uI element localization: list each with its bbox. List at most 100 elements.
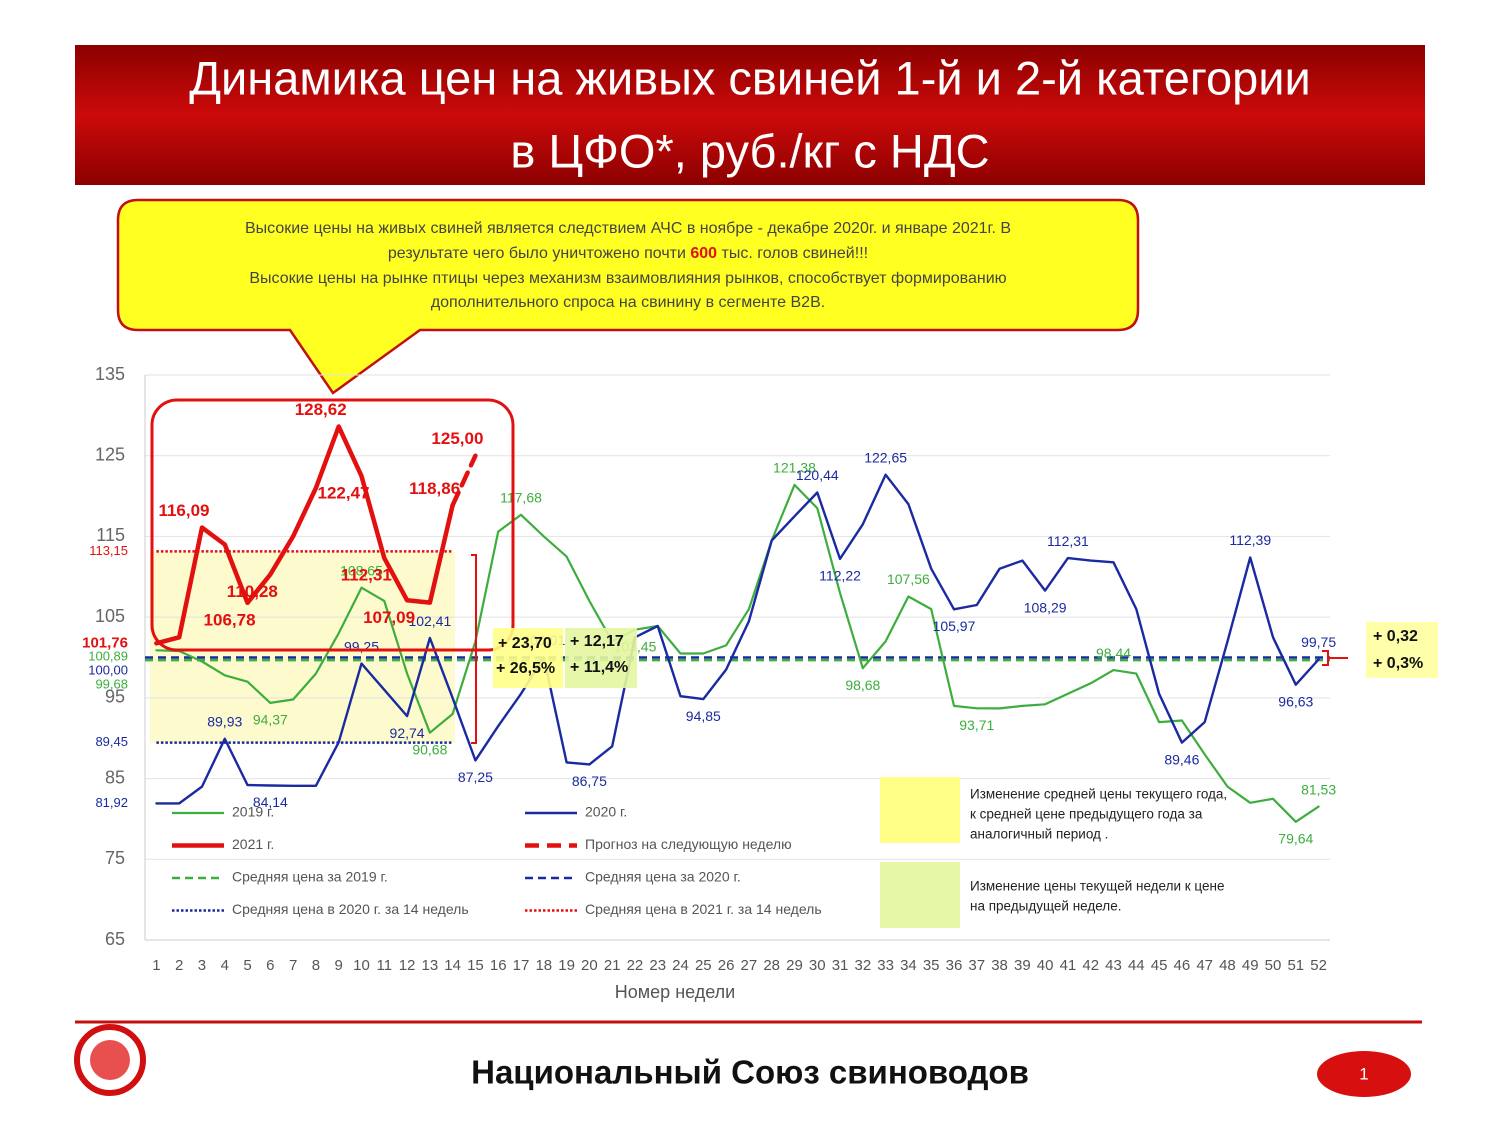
x-axis-label: Номер недели — [615, 982, 735, 1002]
x-tick-label: 46 — [1174, 957, 1191, 974]
highlight-frame — [150, 398, 515, 652]
x-tick-label: 28 — [763, 957, 780, 974]
data-label: 116,09 — [158, 501, 209, 520]
x-tick-label: 30 — [809, 957, 826, 974]
title: Динамика цен на живых свиней 1-й и 2-й к… — [189, 51, 1311, 104]
data-label: 117,68 — [500, 490, 542, 506]
callout — [116, 198, 1140, 395]
legend-label: 2021 г. — [232, 836, 274, 852]
x-tick-label: 45 — [1151, 957, 1168, 974]
x-tick-label: 12 — [399, 957, 416, 974]
callout-text: результате чего было уничтожено почти 60… — [388, 245, 868, 262]
annotation: + 0,32 — [1373, 628, 1418, 645]
x-tick-label: 21 — [604, 957, 621, 974]
data-label: 94,37 — [253, 712, 288, 728]
axis-value-label: 101,76 — [82, 634, 128, 651]
legend-label: Средняя цена в 2020 г. за 14 недель — [232, 901, 469, 917]
x-tick-label: 18 — [535, 957, 552, 974]
data-label: 112,22 — [819, 568, 861, 584]
axis-value-label: 81,92 — [95, 795, 128, 810]
data-label: 99,75 — [1301, 634, 1336, 650]
data-label: 108,29 — [1024, 599, 1067, 615]
x-tick-label: 27 — [741, 957, 758, 974]
y-tick-label: 125 — [95, 444, 125, 464]
x-tick-label: 10 — [353, 957, 370, 974]
x-tick-label: 17 — [513, 957, 530, 974]
data-label: 125,00 — [431, 429, 483, 448]
legend-label: Средняя цена за 2020 г. — [585, 869, 741, 885]
data-label: 94,85 — [686, 708, 721, 724]
data-label: 120,44 — [796, 467, 839, 483]
x-tick-label: 7 — [289, 957, 297, 974]
axis-value-label: 100,00 — [88, 663, 128, 678]
annotation: + 26,5% — [496, 660, 555, 677]
x-tick-label: 23 — [649, 957, 666, 974]
x-tick-label: 26 — [718, 957, 735, 974]
data-label: 122,47 — [317, 484, 369, 503]
axis-value-label: 113,15 — [89, 543, 128, 558]
x-tick-label: 32 — [854, 957, 871, 974]
x-tick-label: 15 — [467, 957, 484, 974]
x-tick-label: 48 — [1219, 957, 1236, 974]
legend-label: Средняя цена в 2021 г. за 14 недель — [585, 901, 822, 917]
line — [155, 483, 1320, 823]
callout-text: Высокие цены на рынке птицы через механи… — [249, 270, 1006, 287]
annotation-box — [1366, 622, 1438, 678]
y-tick-label: 85 — [105, 767, 125, 787]
data-label: 84,14 — [253, 794, 288, 810]
x-tick-label: 20 — [581, 957, 598, 974]
note-swatch — [880, 862, 960, 928]
page-number: 1 — [1359, 1064, 1368, 1083]
annotation-box — [565, 628, 637, 688]
page-badge — [1317, 1051, 1411, 1097]
data-label: 121,38 — [773, 460, 816, 476]
data-label: 96,63 — [1278, 693, 1313, 709]
data-label: 110,28 — [227, 582, 278, 601]
data-label: 107,09 — [363, 608, 415, 627]
data-label: 102,41 — [408, 613, 451, 629]
note: Изменение цены текущей недели к цене — [970, 879, 1224, 894]
data-label: 108,65 — [340, 562, 383, 578]
callout-text: Высокие цены на живых свиней является сл… — [245, 220, 1011, 237]
y-tick-label: 75 — [105, 848, 125, 868]
x-tick-label: 19 — [558, 957, 575, 974]
note-swatch — [880, 777, 960, 843]
x-tick-label: 44 — [1128, 957, 1145, 974]
callout-text: тыс. голов свиней!!! — [717, 245, 868, 262]
annotation: + 12,17 — [570, 633, 624, 650]
bracket — [471, 554, 477, 744]
y-tick-label: 95 — [105, 687, 125, 707]
data-label: 93,71 — [959, 717, 994, 733]
x-tick-label: 8 — [312, 957, 320, 974]
y-tick-label: 135 — [95, 364, 125, 384]
data-label: 92,74 — [390, 725, 425, 741]
data-label: 112,31 — [341, 566, 392, 585]
x-tick-label: 52 — [1310, 957, 1327, 974]
legend-label: 2020 г. — [585, 804, 627, 820]
x-tick-label: 47 — [1196, 957, 1213, 974]
x-tick-label: 34 — [900, 957, 917, 974]
data-label: 99,25 — [344, 638, 379, 654]
x-tick-label: 5 — [243, 957, 251, 974]
callout-text: результате чего было уничтожено почти — [388, 245, 690, 262]
x-tick-label: 40 — [1037, 957, 1054, 974]
x-tick-label: 13 — [422, 957, 439, 974]
line — [155, 473, 1320, 805]
data-label: 81,53 — [1301, 781, 1336, 797]
x-tick-label: 38 — [991, 957, 1008, 974]
line — [154, 424, 455, 646]
x-tick-label: 51 — [1287, 957, 1304, 974]
x-tick-label: 3 — [198, 957, 206, 974]
x-tick-label: 43 — [1105, 957, 1122, 974]
axis-value-label: 89,45 — [95, 734, 128, 749]
x-tick-label: 50 — [1265, 957, 1282, 974]
legend-label: Средняя цена за 2019 г. — [232, 869, 388, 885]
annotation-box — [493, 628, 563, 688]
x-tick-label: 25 — [695, 957, 712, 974]
data-label: 105,97 — [933, 618, 976, 634]
x-tick-label: 49 — [1242, 957, 1259, 974]
data-label: 112,39 — [1229, 532, 1271, 548]
x-tick-label: 11 — [376, 957, 392, 974]
axis-value-label: 99,68 — [95, 677, 128, 692]
